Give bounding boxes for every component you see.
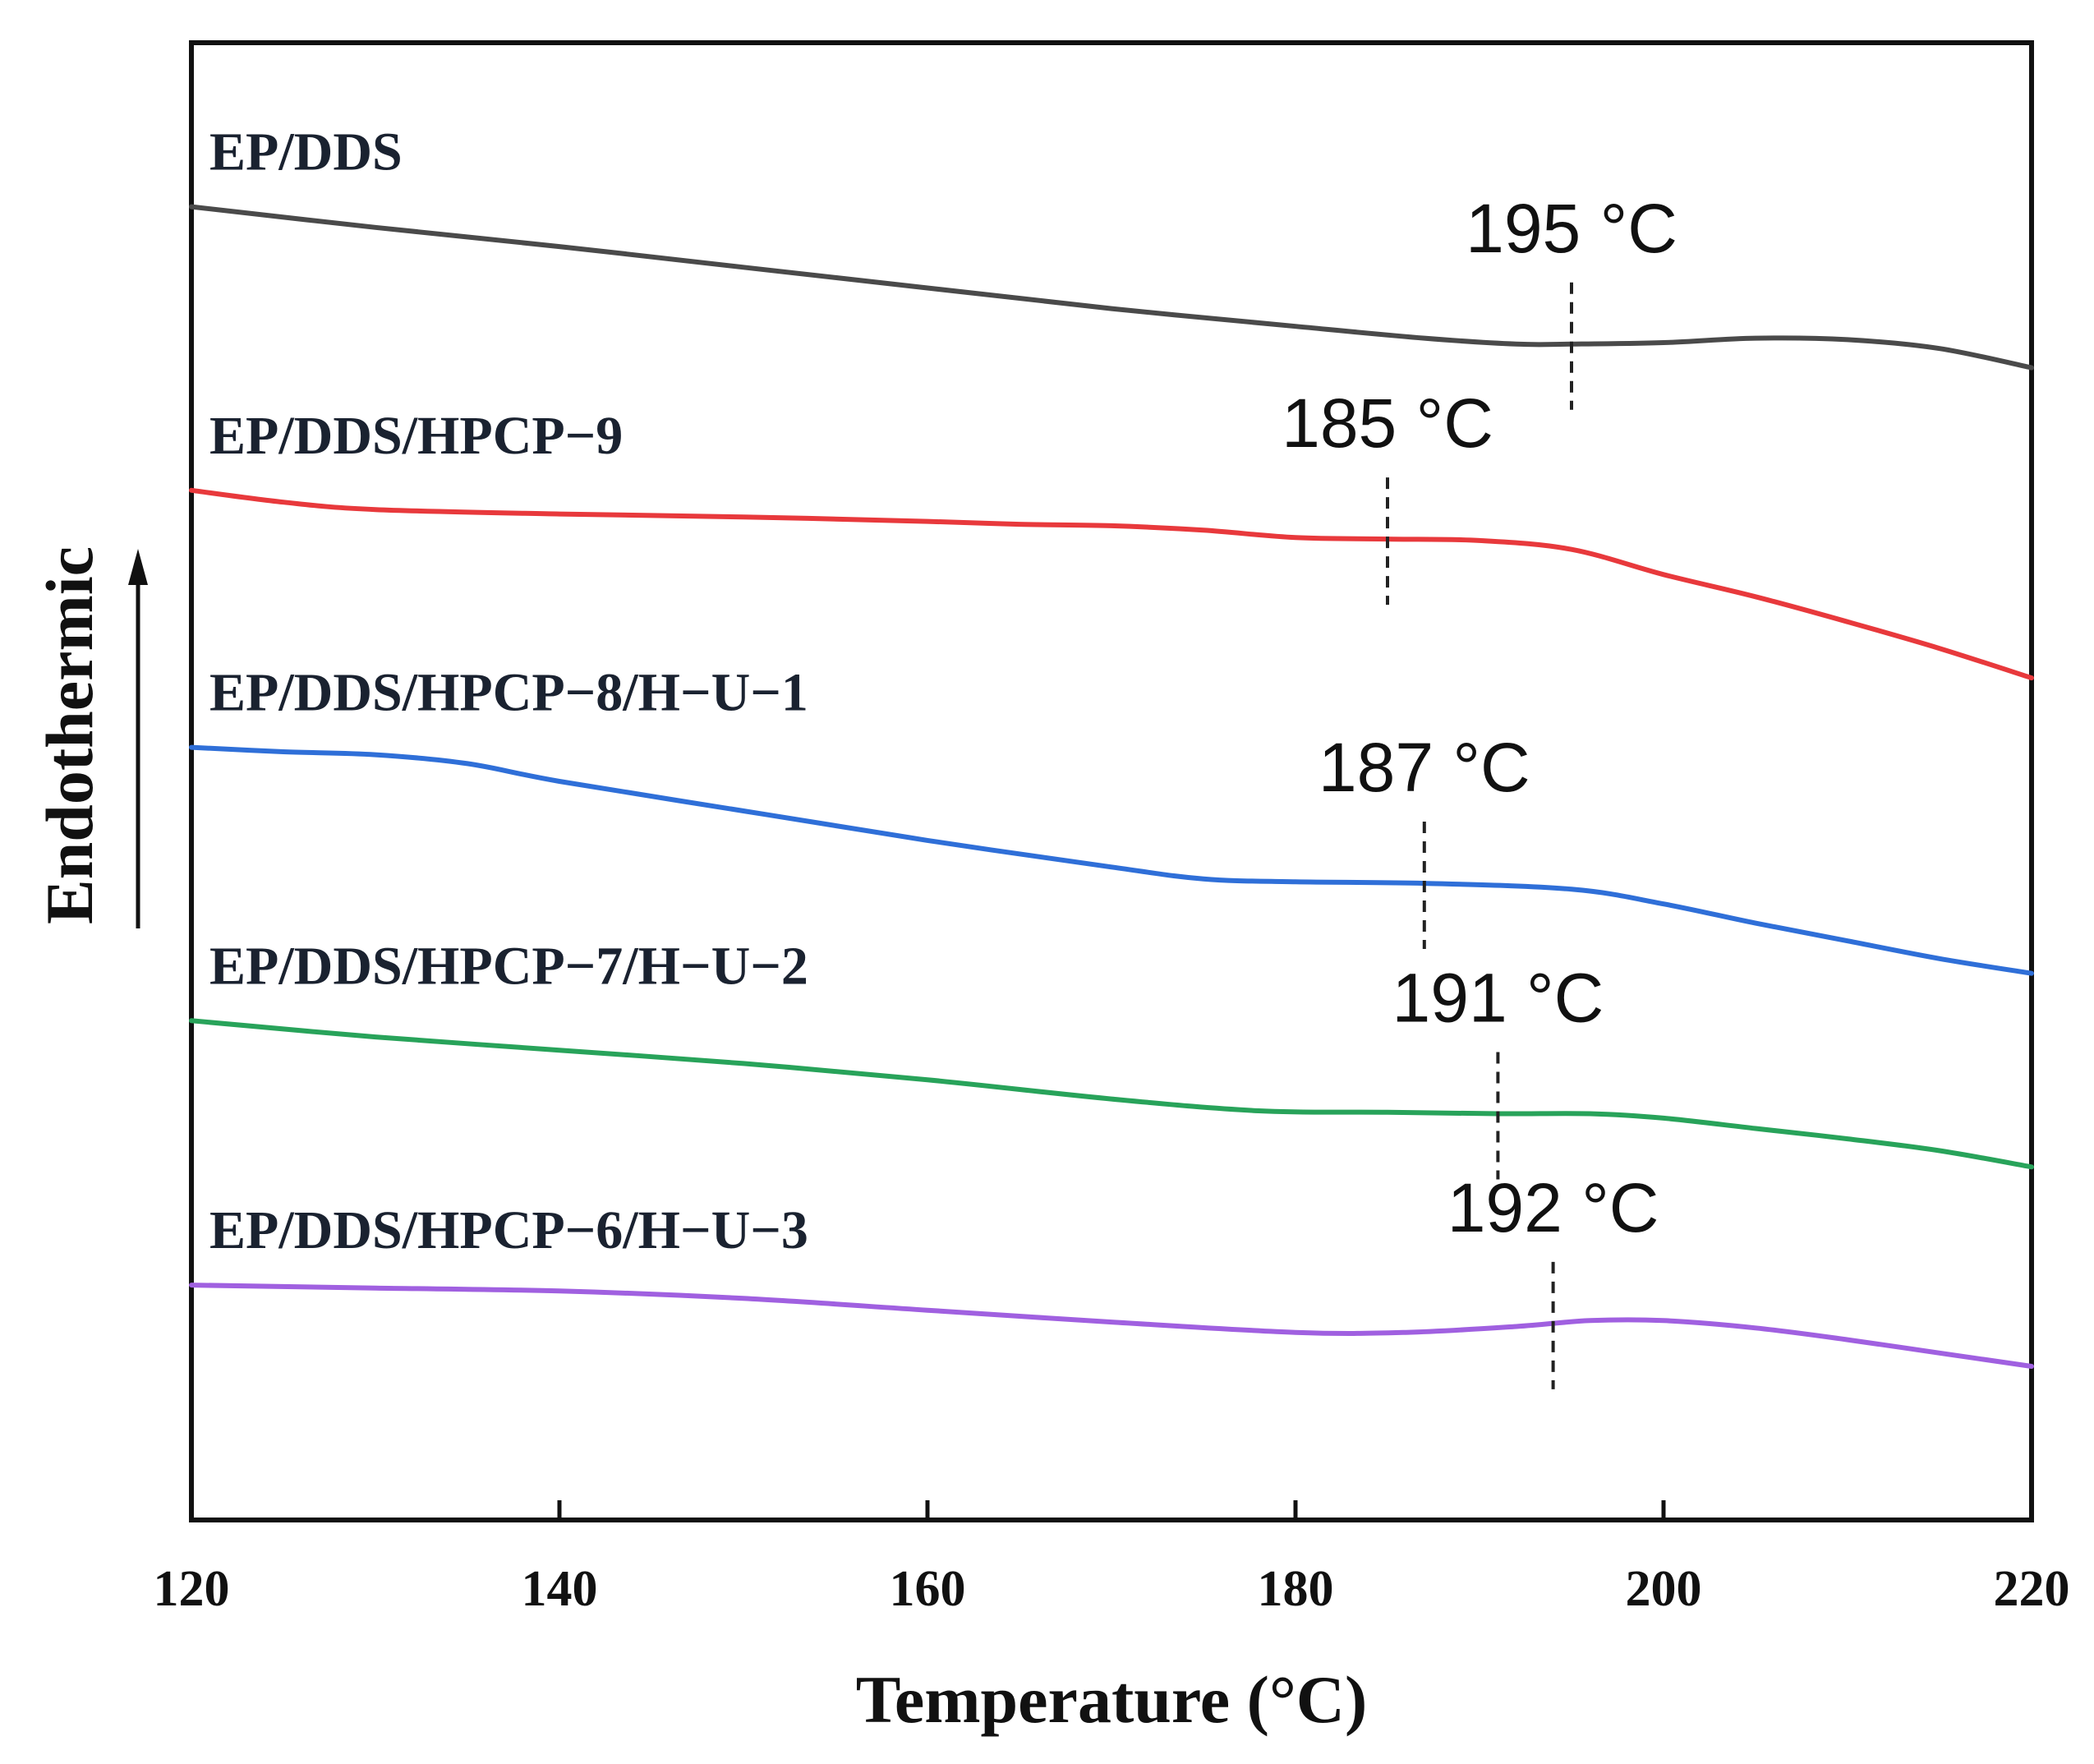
series-line <box>189 487 2034 681</box>
series-label: EP/DDS/HPCP−9 <box>209 406 623 466</box>
series-label: EP/DDS/HPCP−8/H−U−1 <box>209 663 808 723</box>
annotation-label: 191 °C <box>1392 960 1604 1037</box>
x-tick-label: 120 <box>154 1561 230 1617</box>
y-axis-title: Endothermic <box>32 546 107 924</box>
x-tick-label: 220 <box>1994 1561 2070 1617</box>
series-label: EP/DDS/HPCP−6/H−U−3 <box>209 1200 808 1260</box>
series-layer: EP/DDS 195 °C EP/DDS/HPCP−9 185 °C EP/DDS/HP… <box>189 122 2034 1389</box>
annotation-label: 195 °C <box>1466 190 1678 267</box>
series-line <box>189 744 2034 976</box>
x-tick-label: 160 <box>890 1561 966 1617</box>
ticks-layer: 120 140 160 180 200 220 <box>154 1500 2070 1617</box>
annotation-label: 192 °C <box>1447 1169 1659 1246</box>
series-label: EP/DDS <box>209 122 403 182</box>
series-line <box>189 204 2034 371</box>
endothermic-arrow-head <box>128 549 148 585</box>
series-label: EP/DDS/HPCP−7/H−U−2 <box>209 936 808 996</box>
x-tick-label: 140 <box>522 1561 598 1617</box>
x-tick-label: 180 <box>1258 1561 1334 1617</box>
plot-frame <box>189 40 2034 1522</box>
series-line <box>189 1018 2034 1170</box>
annotation-label: 185 °C <box>1282 385 1493 462</box>
x-axis-title: Temperature (°C) <box>856 1662 1368 1737</box>
annotation-label: 187 °C <box>1319 729 1530 806</box>
x-tick-label: 200 <box>1626 1561 1702 1617</box>
series-line <box>189 1283 2034 1369</box>
